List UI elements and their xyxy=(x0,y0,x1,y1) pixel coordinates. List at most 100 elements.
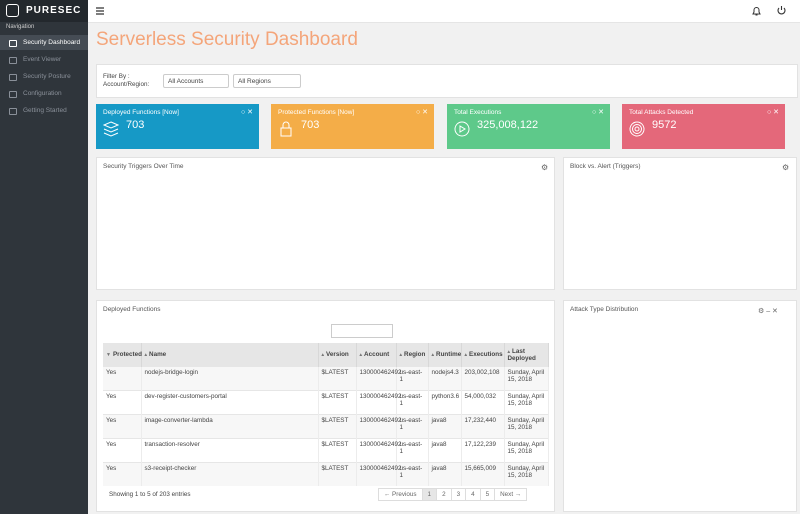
table-cell: Sunday, April 15, 2018 xyxy=(504,462,549,486)
table-cell: us-east-1 xyxy=(396,462,429,486)
panel-title: Security Triggers Over Time xyxy=(103,163,184,170)
header-label: Version xyxy=(326,351,349,358)
sort-icon: ▴ xyxy=(464,352,468,358)
table-cell: $LATEST xyxy=(318,414,357,439)
table-cell: 17,232,440 xyxy=(461,414,505,439)
table-cell: 130000462492 xyxy=(356,438,402,463)
table-cell: us-east-1 xyxy=(396,414,429,439)
nav-item-label: Configuration xyxy=(23,90,62,97)
table-cell: $LATEST xyxy=(318,462,357,486)
triggers-panel: Security Triggers Over Time ⚙01,0002,000… xyxy=(96,157,555,290)
nav-item[interactable]: Security Posture xyxy=(0,69,88,84)
table-cell: us-east-1 xyxy=(396,366,429,391)
card-controls[interactable]: ○ ✕ xyxy=(766,109,779,116)
notifications[interactable] xyxy=(752,6,761,16)
gear-icon: ⚙ xyxy=(541,163,548,172)
card-controls[interactable]: ○ ✕ xyxy=(240,109,253,116)
column-header[interactable]: ▴ Runtime xyxy=(428,343,462,367)
nav-icon xyxy=(9,91,17,98)
card-value: 9572 xyxy=(652,119,677,131)
card-value: 703 xyxy=(301,119,320,131)
page-button[interactable]: 3 xyxy=(450,488,467,501)
region-value: All Regions xyxy=(238,78,271,85)
account-select[interactable]: All Accounts xyxy=(163,74,229,88)
stat-card: Deployed Functions [Now] 703 ○ ✕ xyxy=(96,104,259,149)
table-cell: 203,002,108 xyxy=(461,366,505,391)
table-cell: 54,000,032 xyxy=(461,390,505,415)
table-cell: image-converter-lambda xyxy=(141,414,319,439)
column-header[interactable]: ▴ Last Deployed xyxy=(504,343,549,367)
table-cell: 17,122,239 xyxy=(461,438,505,463)
search-input[interactable] xyxy=(331,324,393,338)
gear-icon: ⚙ xyxy=(782,163,789,172)
stat-card: Total Attacks Detected 9572 ○ ✕ xyxy=(622,104,785,149)
page-button[interactable]: 1 xyxy=(421,488,438,501)
card-controls[interactable]: ○ ✕ xyxy=(415,109,428,116)
table-cell: dev-register-customers-portal xyxy=(141,390,319,415)
table-cell: Sunday, April 15, 2018 xyxy=(504,414,549,439)
table-cell: Sunday, April 15, 2018 xyxy=(504,390,549,415)
page-button[interactable]: 5 xyxy=(479,488,496,501)
page-button[interactable]: ← Previous xyxy=(378,488,423,501)
column-header[interactable]: ▼ Protected xyxy=(103,343,142,367)
column-header[interactable]: ▴ Executions xyxy=(461,343,505,367)
panel-title: Attack Type Distribution xyxy=(570,306,639,313)
pie-panel: Attack Type Distribution ⚙ – ✕Code Injec… xyxy=(563,300,797,512)
table-cell: 130000462492 xyxy=(356,390,402,415)
table-cell: 130000462492 xyxy=(356,462,402,486)
card-controls[interactable]: ○ ✕ xyxy=(591,109,604,116)
menu-toggle[interactable] xyxy=(96,7,104,15)
region-select[interactable]: All Regions xyxy=(233,74,301,88)
stat-card: Protected Functions [Now] 703 ○ ✕ xyxy=(271,104,434,149)
sort-icon: ▴ xyxy=(431,352,435,358)
table-panel: Deployed Functions ▼ Protected ▴ Name ▴ Versi… xyxy=(96,300,555,512)
card-icon xyxy=(454,121,470,137)
sort-icon: ▴ xyxy=(359,352,363,358)
functions-table: ▼ Protected ▴ Name ▴ Version ▴ Account ▴ Region ▴ R… xyxy=(103,343,549,486)
card-title: Total Executions xyxy=(454,109,502,116)
sort-icon: ▴ xyxy=(144,352,148,358)
column-header[interactable]: ▴ Version xyxy=(318,343,357,367)
panel-title: Block vs. Alert (Triggers) xyxy=(570,163,641,170)
card-icon xyxy=(629,121,645,137)
nav-item-label: Getting Started xyxy=(23,107,67,114)
header-label: Last Deployed xyxy=(507,347,536,362)
pie-chart: ⚙ – ✕Code InjectionSQL InjectionCross Si… xyxy=(758,307,778,315)
table-cell: nodejs4.3 xyxy=(428,366,462,391)
gauge-chart: ⚙92%BLOCKED xyxy=(782,163,789,172)
column-header[interactable]: ▴ Name xyxy=(141,343,319,367)
nav-item[interactable]: Getting Started xyxy=(0,103,88,118)
nav-icon xyxy=(9,74,17,81)
card-value: 325,008,122 xyxy=(477,119,539,131)
nav-item[interactable]: Configuration xyxy=(0,86,88,101)
page-button[interactable]: 4 xyxy=(465,488,481,501)
table-cell: Yes xyxy=(103,438,142,463)
table-cell: Yes xyxy=(103,366,142,391)
topbar xyxy=(88,0,800,23)
table-cell: Yes xyxy=(103,414,142,439)
table-cell: Yes xyxy=(103,462,142,486)
header-label: Account xyxy=(364,351,390,358)
nav-icon xyxy=(9,57,17,64)
sort-icon: ▴ xyxy=(321,352,325,358)
table-row: Yes transaction-resolver $LATEST 1300004624… xyxy=(103,438,549,463)
table-cell: Sunday, April 15, 2018 xyxy=(504,438,549,463)
filter-panel: Filter By : Account/Region: All Accounts… xyxy=(96,64,798,98)
table-info: Showing 1 to 5 of 203 entries xyxy=(109,491,191,498)
page-button[interactable]: 2 xyxy=(436,488,452,501)
column-header[interactable]: ▴ Account xyxy=(356,343,397,367)
panel-title: Deployed Functions xyxy=(103,306,161,313)
power[interactable] xyxy=(777,6,786,16)
header-label: Executions xyxy=(469,351,503,358)
filter-sublabel: Account/Region: xyxy=(103,81,150,88)
column-header[interactable]: ▴ Region xyxy=(396,343,429,367)
nav-item[interactable]: Event Viewer xyxy=(0,52,88,67)
table-row: Yes s3-receipt-checker $LATEST 130000462492… xyxy=(103,462,549,486)
table-cell: java8 xyxy=(428,414,462,439)
header-label: Name xyxy=(149,351,167,358)
page-button[interactable]: Next → xyxy=(494,488,528,501)
table-cell: $LATEST xyxy=(318,366,357,391)
nav-item[interactable]: Security Dashboard xyxy=(0,35,88,50)
nav-icon xyxy=(9,108,17,115)
